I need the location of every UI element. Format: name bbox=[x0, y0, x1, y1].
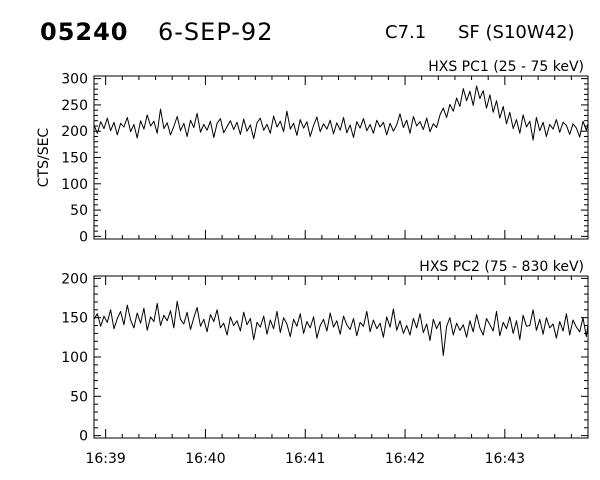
plot-frame-1 bbox=[93, 75, 589, 240]
event-date: 6-SEP-92 bbox=[158, 18, 274, 46]
flare-class: C7.1 bbox=[385, 22, 427, 43]
x-tick-label: 16:39 bbox=[85, 451, 125, 467]
y-tick-label: 100 bbox=[61, 350, 88, 366]
y-tick-label: 0 bbox=[79, 229, 88, 245]
x-tick-label: 16:40 bbox=[185, 451, 225, 467]
flare-location: SF (S10W42) bbox=[458, 22, 575, 43]
y-tick-label: 250 bbox=[61, 98, 88, 114]
data-series-line bbox=[93, 85, 589, 145]
panel-title: HXS PC2 (75 - 830 keV) bbox=[419, 259, 584, 275]
y-tick-label: 100 bbox=[61, 177, 88, 193]
y-tick-label: 150 bbox=[61, 311, 88, 327]
y-axis-label: CTS/SEC bbox=[36, 128, 52, 188]
y-tick-label: 200 bbox=[61, 271, 88, 287]
y-tick-label: 300 bbox=[61, 72, 88, 88]
x-tick-label: 16:43 bbox=[485, 451, 525, 467]
panel-title: HXS PC1 (25 - 75 keV) bbox=[428, 59, 584, 75]
y-tick-label: 0 bbox=[79, 429, 88, 445]
y-tick-label: 50 bbox=[70, 203, 88, 219]
x-tick-label: 16:42 bbox=[385, 451, 425, 467]
y-tick-label: 150 bbox=[61, 151, 88, 167]
event-id: 05240 bbox=[40, 18, 129, 46]
x-tick-label: 16:41 bbox=[285, 451, 325, 467]
plot-frame-2 bbox=[93, 275, 589, 439]
y-tick-label: 50 bbox=[70, 389, 88, 405]
data-series-line bbox=[93, 300, 589, 356]
y-tick-label: 200 bbox=[61, 124, 88, 140]
